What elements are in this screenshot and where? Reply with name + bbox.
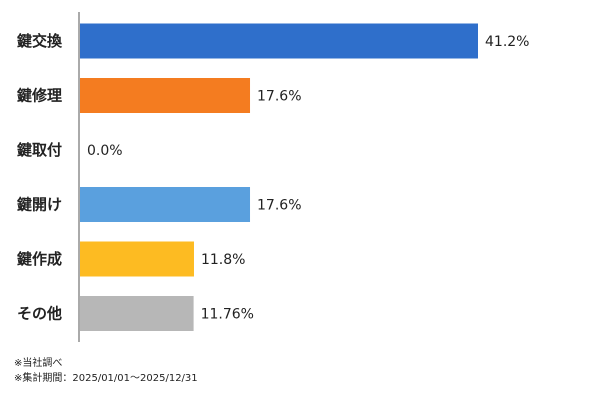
bar-value-label: 17.6% xyxy=(257,89,301,105)
category-label: 鍵作成 xyxy=(17,250,62,268)
category-label: その他 xyxy=(17,305,62,323)
category-label: 鍵交換 xyxy=(17,32,63,50)
bar-value-label: 11.76% xyxy=(201,307,254,323)
bar-value-label: 41.2% xyxy=(485,34,529,50)
category-label: 鍵開け xyxy=(17,196,62,214)
category-label: 鍵取付 xyxy=(17,141,62,159)
bar xyxy=(80,241,194,277)
footnotes: ※当社調べ ※集計期間：2025/01/01～2025/12/31 xyxy=(14,356,198,386)
bar-value-label: 11.8% xyxy=(201,252,245,268)
bar-chart: 鍵交換 41.2% 鍵修理 17.6% 鍵取付 0.0% 鍵開け 17.6% 鍵作成 11.8% そ… xyxy=(17,12,529,342)
bar-value-label: 17.6% xyxy=(257,198,301,214)
source-note: ※当社調べ xyxy=(14,358,63,369)
category-label: 鍵修理 xyxy=(17,87,62,105)
bar xyxy=(80,23,478,59)
bar xyxy=(80,187,251,222)
bar xyxy=(80,296,194,331)
bar-value-label: 0.0% xyxy=(87,143,123,159)
bar xyxy=(80,78,251,113)
bars-group: 鍵交換 41.2% 鍵修理 17.6% 鍵取付 0.0% 鍵開け 17.6% 鍵作成 11.8% そ… xyxy=(17,23,529,331)
period-note: ※集計期間：2025/01/01～2025/12/31 xyxy=(14,373,198,384)
